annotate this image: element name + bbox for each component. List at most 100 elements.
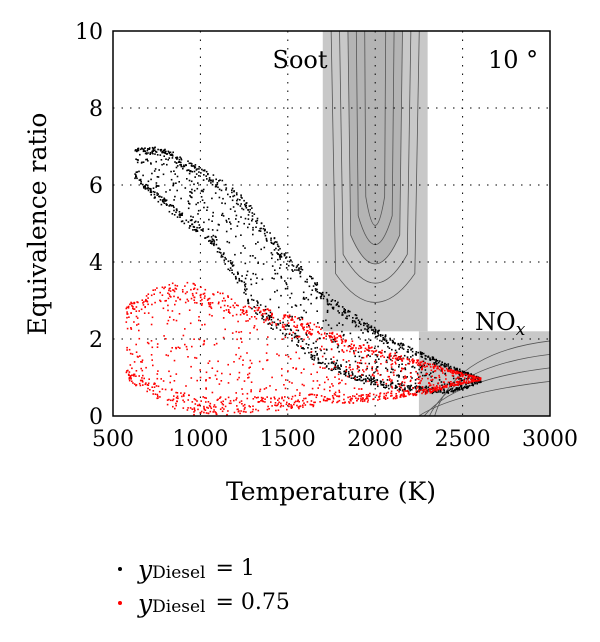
data-point (274, 269, 276, 271)
data-point (194, 176, 196, 178)
soot-contour (339, 30, 412, 284)
data-point (194, 284, 196, 286)
data-point (203, 292, 206, 295)
data-point (242, 405, 245, 407)
data-point (338, 350, 340, 353)
data-point (346, 315, 348, 318)
data-point (203, 405, 205, 408)
data-point (390, 382, 392, 385)
data-point (190, 297, 193, 300)
data-point (207, 412, 210, 415)
data-point (408, 393, 410, 396)
data-point (161, 151, 163, 154)
data-point (237, 320, 239, 323)
data-point (249, 411, 252, 414)
data-point (148, 147, 151, 149)
data-point (203, 169, 206, 172)
data-point (460, 385, 462, 387)
data-point (318, 326, 320, 328)
data-point (271, 277, 273, 279)
data-point (238, 357, 241, 360)
data-point (341, 312, 344, 314)
data-point (165, 158, 167, 160)
data-point (208, 313, 211, 316)
data-point (352, 368, 354, 371)
nox-label-main: NO (475, 308, 516, 336)
data-point (287, 370, 289, 372)
data-point (382, 342, 385, 345)
data-point (141, 361, 143, 363)
data-point (325, 291, 328, 294)
data-point (154, 393, 157, 395)
data-point (255, 312, 257, 314)
data-point (385, 382, 388, 385)
data-point (198, 404, 201, 407)
data-point (300, 372, 303, 374)
data-point (330, 327, 333, 330)
data-point (369, 339, 372, 341)
data-point (407, 362, 409, 365)
data-point (209, 410, 212, 413)
data-point (287, 316, 289, 318)
data-point (319, 292, 322, 294)
data-point (271, 321, 274, 324)
data-point (274, 272, 277, 275)
data-point (394, 397, 397, 400)
data-point (249, 332, 251, 334)
data-point (253, 325, 256, 327)
data-point (424, 374, 426, 377)
data-point (174, 284, 177, 287)
legend-marker-black-icon (118, 567, 122, 571)
data-point (379, 374, 381, 376)
data-point (348, 401, 350, 403)
data-point (407, 351, 409, 353)
data-point (266, 231, 268, 234)
data-point (126, 370, 128, 372)
data-point (343, 370, 345, 373)
data-point (432, 371, 434, 373)
data-point (320, 349, 322, 352)
data-point (169, 375, 172, 377)
data-point (212, 238, 214, 241)
data-point (160, 203, 163, 206)
data-point (254, 273, 257, 276)
data-point (126, 313, 128, 315)
data-point (167, 159, 169, 161)
data-point (476, 379, 478, 382)
data-point (156, 393, 159, 396)
data-point (437, 389, 439, 391)
data-point (204, 295, 206, 297)
data-point (278, 245, 280, 248)
data-point (125, 321, 128, 323)
data-point (392, 371, 395, 374)
data-point (402, 376, 405, 378)
data-point (462, 382, 464, 384)
data-point (373, 371, 375, 374)
data-point (323, 352, 326, 355)
data-point (171, 310, 174, 312)
data-point (425, 385, 427, 388)
data-point (467, 371, 469, 374)
data-point (187, 221, 190, 223)
nox-contour (434, 340, 551, 417)
data-point (176, 175, 179, 178)
data-point (309, 322, 312, 324)
data-point (351, 320, 354, 322)
data-point (353, 352, 356, 355)
data-point (389, 358, 392, 361)
data-point (470, 378, 472, 381)
data-point (436, 366, 439, 368)
data-point (212, 211, 214, 214)
data-point (203, 297, 206, 299)
data-point (371, 366, 374, 368)
data-point (201, 229, 204, 231)
data-point (346, 317, 348, 320)
data-point (310, 393, 313, 396)
data-point (142, 161, 145, 163)
data-point (127, 373, 130, 376)
data-point (249, 255, 252, 257)
data-point (180, 158, 183, 161)
data-point (427, 377, 429, 380)
data-point (320, 297, 322, 300)
data-point (311, 328, 314, 331)
